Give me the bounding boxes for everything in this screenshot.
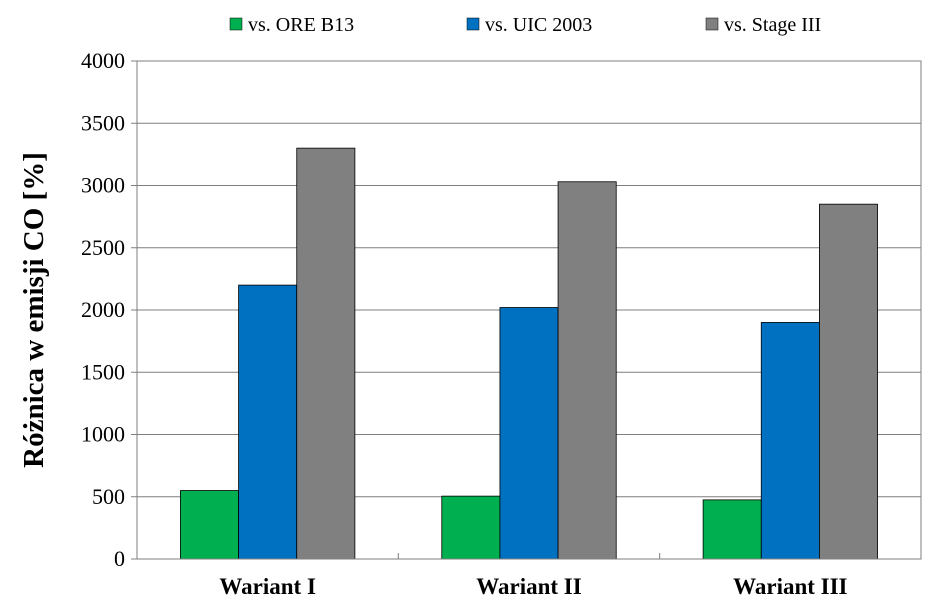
y-tick-label: 2000 — [81, 297, 125, 322]
y-tick-label: 0 — [114, 546, 125, 571]
y-tick-label: 1500 — [81, 359, 125, 384]
legend-label: vs. Stage III — [724, 14, 821, 36]
legend-swatch — [705, 17, 719, 31]
legend-item: vs. UIC 2003 — [466, 14, 592, 36]
bars — [180, 147, 878, 560]
legend-swatch — [229, 17, 243, 31]
y-axis: 0 500 1000 1500 2000 2500 3000 3500 4000 — [81, 48, 137, 571]
y-tick-label: 2500 — [81, 235, 125, 260]
legend-label: vs. ORE B13 — [248, 14, 354, 36]
legend: vs. ORE B13 vs. UIC 2003 vs. Stage III — [229, 14, 821, 36]
y-tick-label: 3500 — [81, 110, 125, 135]
y-tick-label: 3000 — [81, 173, 125, 198]
y-tick-label: 4000 — [81, 48, 125, 73]
bar — [441, 495, 501, 560]
bar — [238, 284, 298, 560]
bar — [180, 490, 239, 560]
y-tick-label: 500 — [92, 484, 125, 509]
bar — [499, 307, 559, 560]
legend-label: vs. UIC 2003 — [485, 14, 592, 36]
x-tick-label: Wariant III — [733, 574, 847, 599]
x-tick-label: Wariant II — [476, 574, 581, 599]
y-axis-title: Różnica w emisji CO [%] — [18, 152, 50, 468]
bar — [760, 322, 820, 560]
y-tick-label: 1000 — [81, 422, 125, 447]
legend-swatch — [466, 17, 480, 31]
x-axis: Wariant I Wariant II Wariant III — [219, 553, 848, 599]
bar — [557, 181, 617, 560]
legend-item: vs. ORE B13 — [229, 14, 354, 36]
bar — [296, 147, 356, 560]
bar — [819, 203, 878, 560]
bar — [702, 499, 762, 560]
x-tick-label: Wariant I — [219, 574, 316, 599]
legend-item: vs. Stage III — [705, 14, 821, 36]
